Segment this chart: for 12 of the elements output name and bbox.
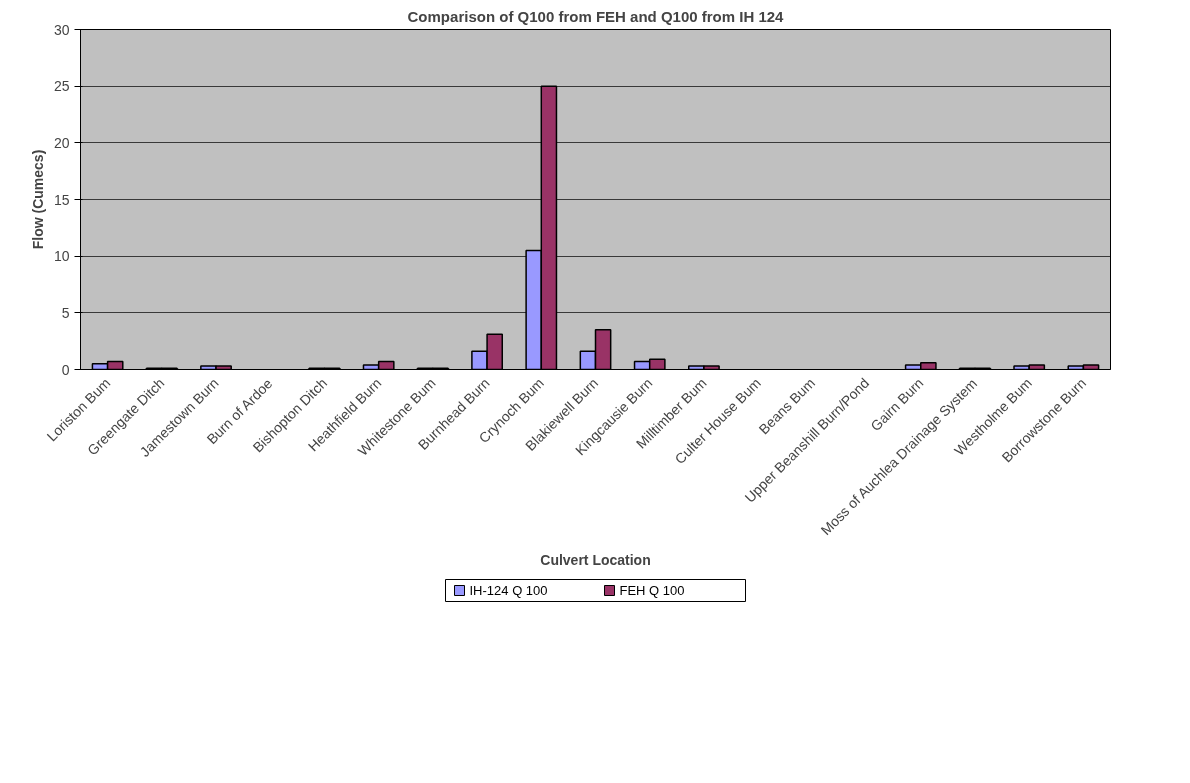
y-axis-title: Flow (Cumecs) xyxy=(29,149,46,250)
y-tick-label: 0 xyxy=(61,361,70,378)
y-tick-label: 25 xyxy=(53,78,70,95)
chart-title: Comparison of Q100 from FEH and Q100 from IH 124 xyxy=(407,7,785,25)
y-tick-label: 15 xyxy=(53,191,70,208)
y-tick-label: 30 xyxy=(53,21,70,38)
y-tick-label: 5 xyxy=(61,304,70,321)
legend-label: FEH Q 100 xyxy=(619,583,685,598)
legend-label: IH-124 Q 100 xyxy=(469,583,548,598)
y-tick-label: 10 xyxy=(53,248,70,265)
x-axis-title: Culvert Location xyxy=(540,551,651,568)
y-tick-label: 20 xyxy=(53,134,70,151)
